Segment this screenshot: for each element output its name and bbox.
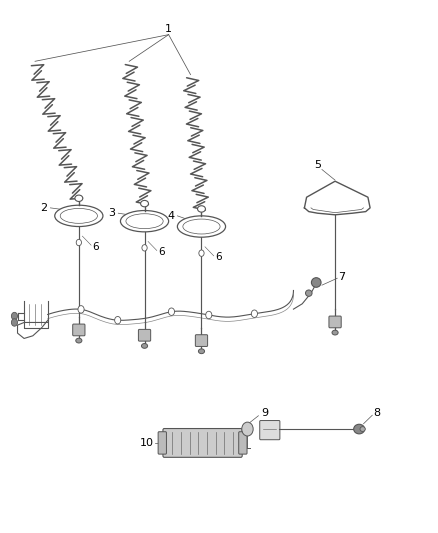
Circle shape (206, 311, 212, 319)
Text: 6: 6 (215, 253, 222, 262)
Text: 6: 6 (158, 247, 165, 257)
Text: 1: 1 (165, 25, 172, 34)
Circle shape (251, 310, 258, 318)
Ellipse shape (141, 200, 148, 207)
Ellipse shape (305, 290, 312, 296)
FancyBboxPatch shape (329, 316, 341, 328)
Ellipse shape (183, 219, 220, 234)
Ellipse shape (177, 216, 226, 237)
Ellipse shape (141, 344, 148, 349)
Circle shape (78, 305, 84, 313)
Circle shape (142, 245, 147, 251)
Ellipse shape (76, 338, 82, 343)
Circle shape (242, 422, 253, 436)
Text: 2: 2 (40, 203, 47, 213)
Text: 4: 4 (167, 211, 174, 221)
Ellipse shape (75, 195, 83, 201)
FancyBboxPatch shape (260, 421, 280, 440)
Circle shape (11, 319, 18, 326)
Circle shape (168, 308, 174, 316)
Text: 10: 10 (140, 438, 154, 448)
Circle shape (199, 250, 204, 256)
FancyBboxPatch shape (158, 432, 166, 454)
Ellipse shape (353, 424, 364, 434)
Ellipse shape (198, 206, 205, 212)
Ellipse shape (332, 330, 338, 335)
FancyBboxPatch shape (195, 335, 208, 346)
Circle shape (11, 312, 18, 320)
Ellipse shape (198, 349, 205, 354)
Circle shape (244, 425, 251, 433)
Ellipse shape (55, 205, 103, 227)
FancyBboxPatch shape (73, 324, 85, 336)
Text: 5: 5 (314, 160, 321, 170)
Polygon shape (304, 181, 370, 215)
Ellipse shape (120, 211, 169, 232)
Text: 9: 9 (261, 408, 268, 418)
Text: 3: 3 (108, 208, 115, 218)
FancyBboxPatch shape (138, 329, 151, 341)
Circle shape (115, 317, 121, 324)
Circle shape (76, 239, 81, 246)
Text: 6: 6 (92, 242, 99, 252)
Ellipse shape (126, 214, 163, 229)
FancyBboxPatch shape (239, 432, 247, 454)
Ellipse shape (360, 426, 365, 432)
Text: 7: 7 (338, 272, 345, 282)
Text: 8: 8 (373, 408, 380, 418)
FancyBboxPatch shape (163, 429, 242, 457)
Ellipse shape (60, 208, 97, 223)
Ellipse shape (311, 278, 321, 287)
